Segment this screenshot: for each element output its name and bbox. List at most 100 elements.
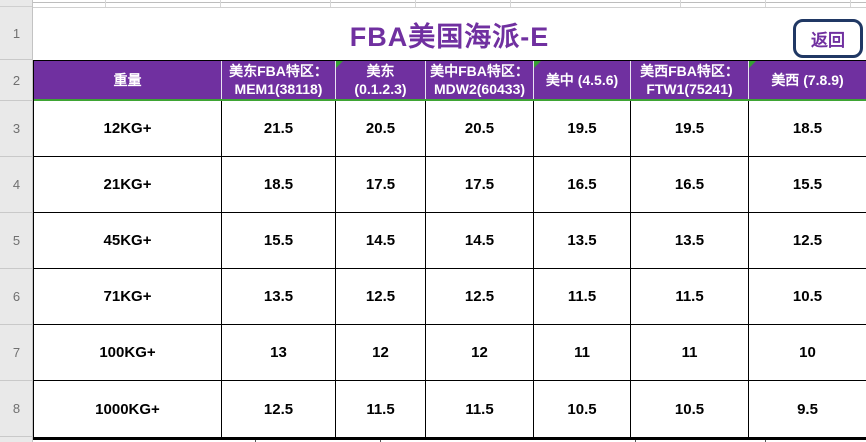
- title-row[interactable]: FBA美国海派-E 返回: [33, 8, 866, 60]
- rate-cell[interactable]: 10.5: [749, 269, 866, 325]
- page-title: FBA美国海派-E: [349, 21, 550, 52]
- row-header-3[interactable]: 3: [0, 101, 33, 157]
- header-cell-west[interactable]: 美西 (7.8.9): [749, 61, 866, 99]
- header-cell-central-fba[interactable]: 美中FBA特区： MDW2(60433): [426, 61, 534, 99]
- rate-cell[interactable]: 19.5: [534, 101, 631, 157]
- gridline: [765, 440, 766, 442]
- header-cell-east[interactable]: 美东 (0.1.2.3): [336, 61, 426, 99]
- rate-cell[interactable]: 13.5: [534, 213, 631, 269]
- gridline: [105, 0, 106, 7]
- rate-cell[interactable]: 10.5: [534, 381, 631, 437]
- rate-cell[interactable]: 12.5: [336, 269, 426, 325]
- rate-cell[interactable]: 9.5: [749, 381, 866, 437]
- rate-cell[interactable]: 12: [336, 325, 426, 381]
- row-header-7[interactable]: 7: [0, 325, 33, 381]
- weight-cell[interactable]: 21KG+: [34, 157, 222, 213]
- table-row: 1000KG+ 12.5 11.5 11.5 10.5 10.5 9.5: [34, 381, 866, 437]
- sheet-area: FBA美国海派-E 返回 重量 美东FBA特区： MEM1(38118) 美东 (0.1…: [33, 0, 866, 442]
- header-label: MEM1(38118): [234, 81, 323, 97]
- row-header-5[interactable]: 5: [0, 213, 33, 269]
- header-label: 美东: [366, 63, 395, 79]
- rate-cell[interactable]: 10: [749, 325, 866, 381]
- green-corner-flag-icon: [534, 61, 541, 68]
- table-row: 71KG+ 13.5 12.5 12.5 11.5 11.5 10.5: [34, 269, 866, 325]
- green-corner-flag-icon: [749, 61, 756, 68]
- table-row: 12KG+ 21.5 20.5 20.5 19.5 19.5 18.5: [34, 101, 866, 157]
- rate-cell[interactable]: 12.5: [426, 269, 534, 325]
- weight-cell[interactable]: 1000KG+: [34, 381, 222, 437]
- gridline: [255, 440, 256, 442]
- header-label: 美西FBA特区：: [640, 63, 739, 79]
- rate-cell[interactable]: 14.5: [336, 213, 426, 269]
- green-corner-flag-icon: [336, 61, 343, 68]
- rate-table: 重量 美东FBA特区： MEM1(38118) 美东 (0.1.2.3) 美中FBA特区：…: [33, 60, 866, 440]
- gridline: [330, 0, 331, 7]
- rate-cell[interactable]: 19.5: [631, 101, 749, 157]
- rate-cell[interactable]: 15.5: [222, 213, 336, 269]
- header-label: 美中FBA特区：: [430, 63, 529, 79]
- rate-cell[interactable]: 15.5: [749, 157, 866, 213]
- row-header-2[interactable]: 2: [0, 60, 33, 101]
- gutter-partial-row: [0, 0, 32, 7]
- rate-cell[interactable]: 20.5: [426, 101, 534, 157]
- rate-cell[interactable]: 13.5: [631, 213, 749, 269]
- header-cell-west-fba[interactable]: 美西FBA特区： FTW1(75241): [631, 61, 749, 99]
- row-header-4[interactable]: 4: [0, 157, 33, 213]
- rate-cell[interactable]: 11: [534, 325, 631, 381]
- rate-cell[interactable]: 17.5: [426, 157, 534, 213]
- header-label: (0.1.2.3): [354, 81, 407, 97]
- header-label: 美中 (4.5.6): [545, 72, 619, 88]
- row-header-1[interactable]: 1: [0, 8, 33, 60]
- weight-cell[interactable]: 12KG+: [34, 101, 222, 157]
- rate-cell[interactable]: 11.5: [426, 381, 534, 437]
- gridline: [510, 0, 511, 7]
- row-header-8[interactable]: 8: [0, 381, 33, 437]
- rate-cell[interactable]: 14.5: [426, 213, 534, 269]
- rate-cell[interactable]: 11.5: [336, 381, 426, 437]
- header-label: 美西 (7.8.9): [771, 72, 844, 88]
- gridline: [635, 440, 636, 442]
- rate-cell[interactable]: 18.5: [222, 157, 336, 213]
- rate-cell[interactable]: 21.5: [222, 101, 336, 157]
- rate-cell[interactable]: 13: [222, 325, 336, 381]
- header-cell-central[interactable]: 美中 (4.5.6): [534, 61, 631, 99]
- header-cell-east-fba[interactable]: 美东FBA特区： MEM1(38118): [222, 61, 336, 99]
- header-cell-weight[interactable]: 重量: [34, 61, 222, 99]
- gridline: [33, 2, 866, 3]
- table-row: 45KG+ 15.5 14.5 14.5 13.5 13.5 12.5: [34, 213, 866, 269]
- gridline: [415, 0, 416, 7]
- gridline: [380, 440, 381, 442]
- back-button[interactable]: 返回: [793, 19, 863, 58]
- header-row: 重量 美东FBA特区： MEM1(38118) 美东 (0.1.2.3) 美中FBA特区：…: [34, 60, 866, 101]
- rate-cell[interactable]: 12.5: [749, 213, 866, 269]
- header-label: FTW1(75241): [646, 81, 733, 97]
- table-row: 21KG+ 18.5 17.5 17.5 16.5 16.5 15.5: [34, 157, 866, 213]
- gridline: [680, 0, 681, 7]
- row-header-6[interactable]: 6: [0, 269, 33, 325]
- rate-cell[interactable]: 11.5: [631, 269, 749, 325]
- header-label: 重量: [113, 72, 142, 88]
- rate-cell[interactable]: 10.5: [631, 381, 749, 437]
- rate-cell[interactable]: 11: [631, 325, 749, 381]
- gridline: [850, 0, 851, 7]
- table-row: 100KG+ 13 12 12 11 11 10: [34, 325, 866, 381]
- weight-cell[interactable]: 100KG+: [34, 325, 222, 381]
- partial-row-top: [33, 0, 866, 8]
- rate-cell[interactable]: 20.5: [336, 101, 426, 157]
- rate-cell[interactable]: 16.5: [631, 157, 749, 213]
- weight-cell[interactable]: 45KG+: [34, 213, 222, 269]
- weight-cell[interactable]: 71KG+: [34, 269, 222, 325]
- header-label: 美东FBA特区：: [229, 63, 328, 79]
- gridline: [220, 0, 221, 7]
- rate-cell[interactable]: 11.5: [534, 269, 631, 325]
- rate-cell[interactable]: 17.5: [336, 157, 426, 213]
- rate-cell[interactable]: 18.5: [749, 101, 866, 157]
- rate-cell[interactable]: 12: [426, 325, 534, 381]
- gridline: [765, 0, 766, 7]
- rate-cell[interactable]: 16.5: [534, 157, 631, 213]
- rate-cell[interactable]: 13.5: [222, 269, 336, 325]
- rate-cell[interactable]: 12.5: [222, 381, 336, 437]
- header-label: MDW2(60433): [433, 81, 526, 97]
